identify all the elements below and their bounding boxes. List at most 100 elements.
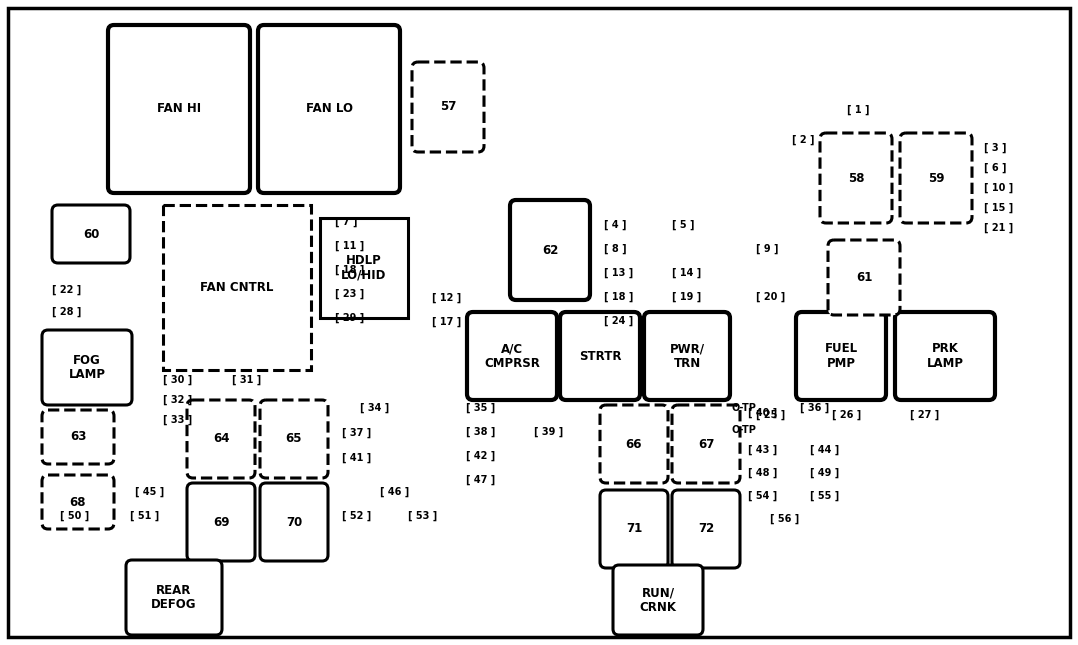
- Text: [ 1 ]: [ 1 ]: [846, 105, 869, 115]
- FancyBboxPatch shape: [644, 312, 730, 400]
- Text: 57: 57: [440, 101, 456, 114]
- Text: O-TP: O-TP: [731, 403, 756, 413]
- Text: 65: 65: [286, 433, 302, 446]
- Text: [ 39 ]: [ 39 ]: [534, 427, 563, 437]
- Text: 58: 58: [847, 172, 865, 184]
- Text: [ 9 ]: [ 9 ]: [756, 244, 778, 254]
- Text: [ 34 ]: [ 34 ]: [360, 403, 389, 413]
- Text: [ 40 ]: [ 40 ]: [748, 408, 777, 418]
- Text: [ 18 ]: [ 18 ]: [604, 292, 634, 302]
- FancyBboxPatch shape: [260, 400, 328, 478]
- Text: [ 27 ]: [ 27 ]: [910, 410, 939, 420]
- Text: STRTR: STRTR: [579, 350, 621, 362]
- FancyBboxPatch shape: [895, 312, 995, 400]
- Bar: [320, 218, 407, 318]
- FancyBboxPatch shape: [672, 490, 740, 568]
- Text: [ 28 ]: [ 28 ]: [52, 307, 81, 317]
- Text: [ 36 ]: [ 36 ]: [800, 403, 829, 413]
- Text: [ 2 ]: [ 2 ]: [792, 135, 815, 145]
- Text: [ 12 ]: [ 12 ]: [432, 293, 461, 303]
- FancyBboxPatch shape: [42, 330, 132, 405]
- Text: [ 14 ]: [ 14 ]: [672, 268, 702, 278]
- FancyBboxPatch shape: [613, 565, 703, 635]
- Text: 68: 68: [70, 495, 86, 508]
- FancyBboxPatch shape: [186, 483, 255, 561]
- Text: HDLP
LO/HID: HDLP LO/HID: [342, 254, 387, 282]
- Text: [ 55 ]: [ 55 ]: [810, 491, 840, 501]
- Text: REAR
DEFOG: REAR DEFOG: [151, 584, 197, 611]
- Text: [ 42 ]: [ 42 ]: [466, 451, 495, 461]
- Text: [ 3 ]: [ 3 ]: [984, 143, 1007, 153]
- FancyBboxPatch shape: [600, 490, 668, 568]
- FancyBboxPatch shape: [820, 133, 892, 223]
- Text: FUEL
PMP: FUEL PMP: [825, 342, 858, 370]
- Text: [ 41 ]: [ 41 ]: [342, 453, 371, 463]
- Text: [ 32 ]: [ 32 ]: [163, 395, 192, 405]
- FancyBboxPatch shape: [258, 25, 400, 193]
- Text: [ 44 ]: [ 44 ]: [810, 445, 840, 455]
- Text: 59: 59: [928, 172, 944, 184]
- Text: [ 29 ]: [ 29 ]: [335, 313, 364, 323]
- Text: FOG
LAMP: FOG LAMP: [69, 353, 106, 381]
- FancyBboxPatch shape: [796, 312, 886, 400]
- Text: [ 33 ]: [ 33 ]: [163, 415, 192, 425]
- Text: [ 25 ]: [ 25 ]: [756, 410, 785, 420]
- Text: PRK
LAMP: PRK LAMP: [926, 342, 964, 370]
- Text: [ 8 ]: [ 8 ]: [604, 244, 626, 254]
- Text: [ 37 ]: [ 37 ]: [342, 428, 371, 438]
- Text: [ 35 ]: [ 35 ]: [466, 403, 495, 413]
- Text: [ 30 ]: [ 30 ]: [163, 375, 192, 385]
- Text: RUN/
CRNK: RUN/ CRNK: [639, 586, 677, 614]
- FancyBboxPatch shape: [42, 410, 114, 464]
- Text: [ 4 ]: [ 4 ]: [604, 220, 626, 230]
- Text: [ 5 ]: [ 5 ]: [672, 220, 694, 230]
- Text: [ 13 ]: [ 13 ]: [604, 268, 633, 278]
- Text: [ 53 ]: [ 53 ]: [407, 511, 438, 521]
- FancyBboxPatch shape: [42, 475, 114, 529]
- FancyBboxPatch shape: [900, 133, 972, 223]
- Text: [ 11 ]: [ 11 ]: [335, 241, 364, 251]
- FancyBboxPatch shape: [412, 62, 484, 152]
- FancyBboxPatch shape: [108, 25, 250, 193]
- FancyBboxPatch shape: [828, 240, 900, 315]
- FancyBboxPatch shape: [510, 200, 590, 300]
- Text: [ 52 ]: [ 52 ]: [342, 511, 371, 521]
- Text: [ 6 ]: [ 6 ]: [984, 163, 1007, 173]
- Text: [ 56 ]: [ 56 ]: [770, 514, 799, 524]
- Text: [ 18 ]: [ 18 ]: [335, 265, 364, 275]
- Text: 69: 69: [212, 515, 230, 528]
- Text: 70: 70: [286, 515, 302, 528]
- Bar: [163, 205, 310, 370]
- Text: [ 24 ]: [ 24 ]: [604, 316, 633, 326]
- Text: [ 17 ]: [ 17 ]: [432, 317, 461, 327]
- Text: [ 54 ]: [ 54 ]: [748, 491, 777, 501]
- Text: FAN HI: FAN HI: [157, 103, 202, 115]
- Text: [ 10 ]: [ 10 ]: [984, 183, 1013, 193]
- FancyBboxPatch shape: [186, 400, 255, 478]
- Text: [ 15 ]: [ 15 ]: [984, 203, 1013, 213]
- FancyBboxPatch shape: [600, 405, 668, 483]
- Text: 63: 63: [70, 430, 86, 444]
- FancyBboxPatch shape: [467, 312, 557, 400]
- Text: 71: 71: [626, 522, 642, 535]
- Text: [ 43 ]: [ 43 ]: [748, 445, 777, 455]
- Text: PWR/
TRN: PWR/ TRN: [669, 342, 705, 370]
- FancyBboxPatch shape: [672, 405, 740, 483]
- Text: [ 19 ]: [ 19 ]: [672, 292, 702, 302]
- Text: [ 21 ]: [ 21 ]: [984, 223, 1013, 233]
- FancyBboxPatch shape: [126, 560, 222, 635]
- Text: FAN CNTRL: FAN CNTRL: [201, 281, 274, 294]
- Text: A/C
CMPRSR: A/C CMPRSR: [484, 342, 540, 370]
- Text: [ 20 ]: [ 20 ]: [756, 292, 785, 302]
- Text: 62: 62: [542, 244, 558, 257]
- Text: [ 47 ]: [ 47 ]: [466, 475, 495, 485]
- Text: [ 48 ]: [ 48 ]: [748, 468, 777, 478]
- FancyBboxPatch shape: [559, 312, 640, 400]
- Text: 66: 66: [625, 437, 642, 450]
- Text: [ 26 ]: [ 26 ]: [832, 410, 861, 420]
- Text: 67: 67: [697, 437, 715, 450]
- Text: 64: 64: [212, 433, 230, 446]
- Text: 72: 72: [697, 522, 714, 535]
- Text: [ 31 ]: [ 31 ]: [232, 375, 261, 385]
- Text: [ 49 ]: [ 49 ]: [810, 468, 840, 478]
